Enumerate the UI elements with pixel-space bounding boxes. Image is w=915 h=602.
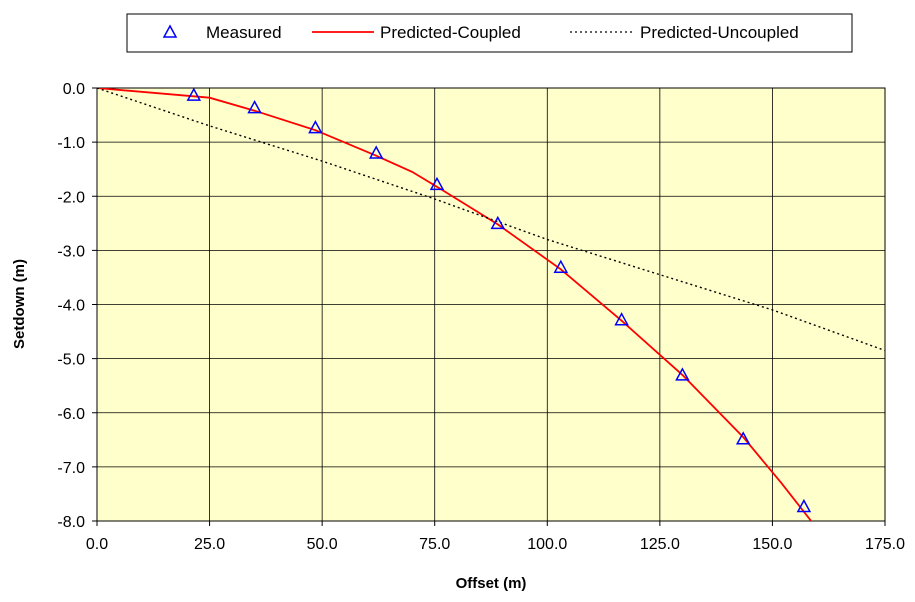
- x-tick-label: 125.0: [640, 536, 680, 553]
- measured-point: [614, 312, 629, 326]
- legend-label-predicted-uncoupled: Predicted-Uncoupled: [640, 23, 799, 42]
- measured-point: [368, 145, 384, 159]
- x-tick-label: 100.0: [527, 536, 567, 553]
- x-tick-label: 25.0: [194, 536, 225, 553]
- x-tick-label: 50.0: [307, 536, 338, 553]
- measured-point: [553, 259, 569, 273]
- x-tick-label: 175.0: [865, 536, 905, 553]
- series-line-predicted-uncoupled: [97, 88, 885, 352]
- x-tick-label: 0.0: [86, 536, 108, 553]
- x-axis-title: Offset (m): [456, 575, 527, 592]
- y-tick-label: -6.0: [57, 406, 85, 423]
- y-tick-label: -3.0: [57, 243, 85, 260]
- y-tick-label: 0.0: [63, 81, 85, 98]
- tick-labels: 0.0 25.0 50.0 75.0 100.0 125.0 150.0 175.0 0.0 -1…: [57, 81, 905, 553]
- y-tick-label: -5.0: [57, 352, 85, 369]
- measured-point: [675, 367, 690, 381]
- measured-point: [308, 120, 323, 134]
- y-tick-label: -2.0: [57, 189, 85, 206]
- measured-point: [247, 100, 262, 114]
- measured-point: [735, 431, 751, 445]
- legend-label-measured: Measured: [206, 23, 282, 42]
- y-tick-label: -4.0: [57, 298, 85, 315]
- y-axis-title: Setdown (m): [11, 259, 28, 349]
- y-tick-label: -7.0: [57, 460, 85, 477]
- series-layer: [97, 87, 885, 521]
- legend: Measured Predicted-Coupled Predicted-Unc…: [126, 13, 853, 53]
- x-tick-label: 150.0: [752, 536, 792, 553]
- plot-border: [96, 87, 886, 522]
- measured-point: [490, 215, 506, 230]
- y-tick-label: -8.0: [57, 514, 85, 531]
- legend-box: [126, 13, 853, 53]
- legend-label-predicted-coupled: Predicted-Coupled: [380, 23, 521, 42]
- legend-measured-marker-icon: [162, 24, 178, 38]
- x-tick-label: 75.0: [419, 536, 450, 553]
- measured-point: [796, 498, 812, 513]
- measured-point: [429, 176, 445, 191]
- y-tick-label: -1.0: [57, 135, 85, 152]
- measured-point: [186, 87, 202, 101]
- series-line-predicted-coupled: [97, 88, 813, 521]
